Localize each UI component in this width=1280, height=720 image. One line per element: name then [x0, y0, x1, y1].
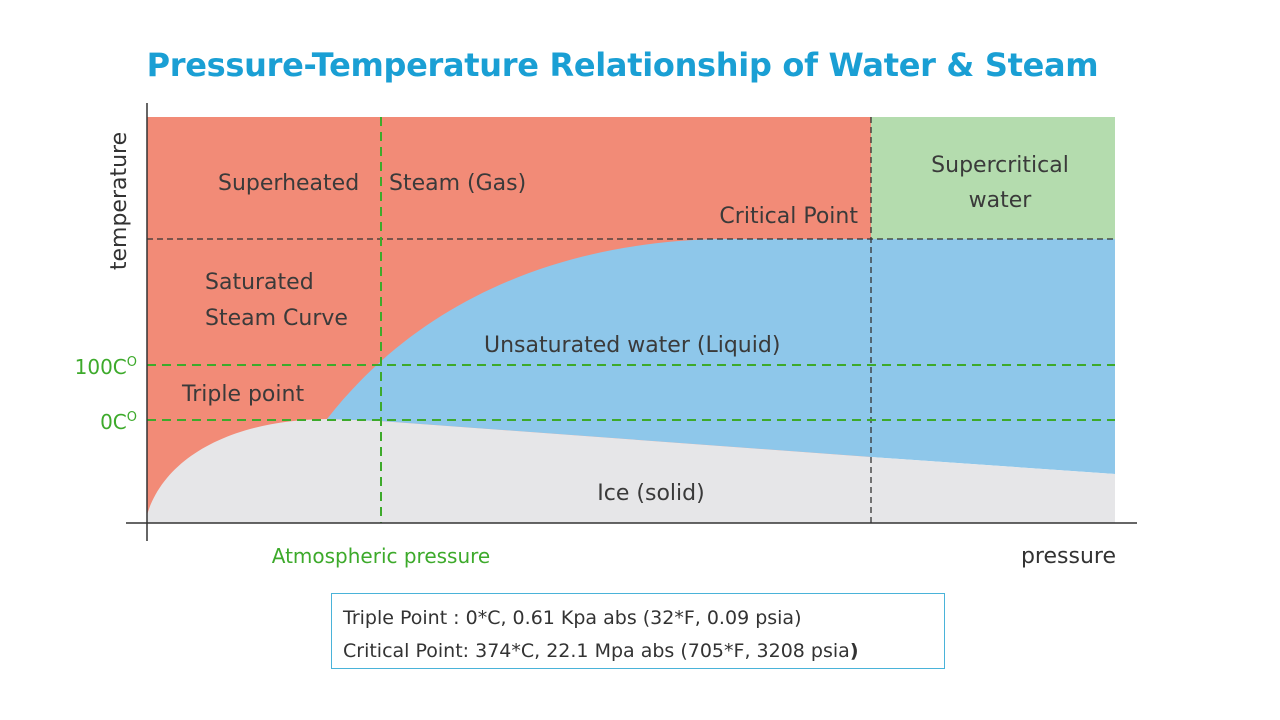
critical-point-info: Critical Point: 374*C, 22.1 Mpa abs (705… — [343, 635, 934, 668]
critical-point-label: Critical Point — [719, 204, 858, 229]
critical-point-info-paren: ) — [849, 640, 859, 662]
unsaturated-label: Unsaturated water (Liquid) — [484, 333, 780, 358]
saturated-label-line2: Steam Curve — [205, 306, 348, 331]
temp-100-label: 100CO — [75, 355, 137, 379]
critical-point-info-text: Critical Point: 374*C, 22.1 Mpa abs (705… — [343, 640, 850, 662]
y-axis-label: temperature — [107, 132, 132, 270]
atmospheric-pressure-label: Atmospheric pressure — [272, 544, 491, 568]
steam-gas-label: Steam (Gas) — [389, 171, 526, 196]
triple-point-label: Triple point — [181, 382, 304, 407]
info-box: Triple Point : 0*C, 0.61 Kpa abs (32*F, … — [331, 593, 945, 669]
supercritical-label-line2: water — [969, 188, 1033, 213]
supercritical-label-line1: Supercritical — [931, 153, 1069, 178]
supercritical-region — [871, 117, 1115, 239]
diagram-title: Pressure-Temperature Relationship of Wat… — [146, 46, 1099, 84]
ice-label: Ice (solid) — [597, 481, 704, 506]
liquid-region — [327, 239, 1115, 474]
x-axis-label: pressure — [1021, 544, 1116, 569]
saturated-label-line1: Saturated — [205, 270, 314, 295]
ice-region — [147, 419, 1115, 523]
superheated-label: Superheated — [218, 171, 359, 196]
temp-0-label: 0CO — [100, 410, 137, 434]
triple-point-info: Triple Point : 0*C, 0.61 Kpa abs (32*F, … — [343, 607, 802, 629]
